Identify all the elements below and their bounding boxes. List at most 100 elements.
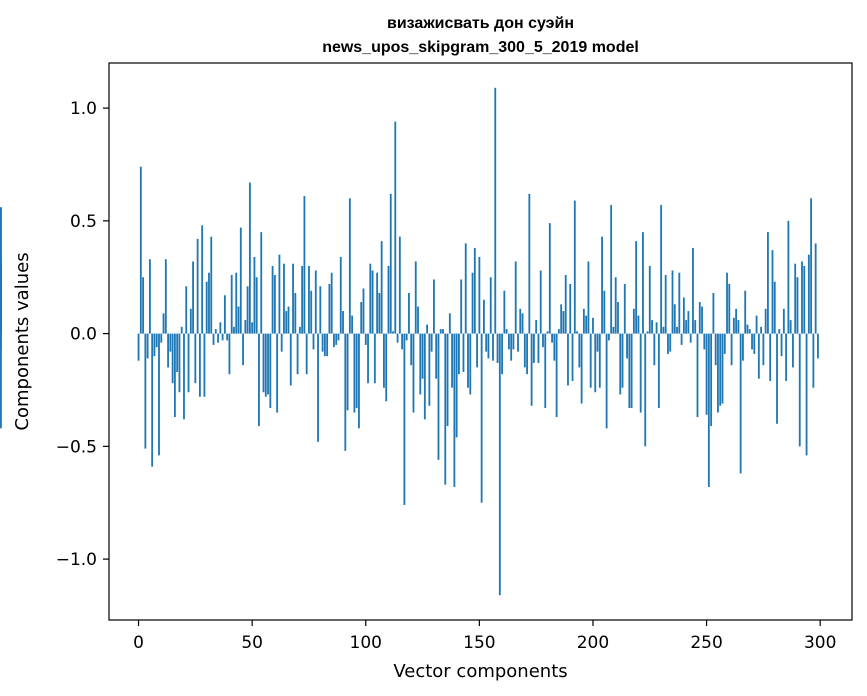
bar: [807, 254, 810, 334]
bar: [689, 333, 692, 343]
bar: [635, 241, 638, 334]
bar: [239, 227, 242, 334]
bar: [273, 274, 276, 334]
bar: [285, 311, 288, 334]
bar: [578, 333, 581, 368]
bar: [737, 320, 740, 334]
bar: [607, 333, 610, 341]
x-axis-label: Vector components: [393, 661, 567, 682]
bar: [328, 284, 331, 334]
y-tick-label: 0.0: [70, 325, 97, 345]
bar: [353, 333, 356, 413]
bar: [437, 333, 440, 460]
bar: [146, 333, 149, 359]
bar: [364, 333, 367, 345]
bar: [548, 223, 551, 334]
bar: [771, 250, 774, 334]
bar: [546, 331, 549, 334]
bar: [196, 238, 199, 334]
bar: [183, 333, 185, 420]
bar: [667, 333, 669, 354]
bar: [510, 333, 513, 361]
bar: [362, 288, 365, 334]
bar: [330, 272, 333, 334]
bar: [523, 333, 526, 368]
bar: [721, 333, 724, 404]
bar: [471, 272, 474, 334]
bar: [148, 259, 151, 334]
bar: [189, 308, 192, 334]
bar: [303, 196, 306, 334]
bar: [398, 236, 401, 334]
bar: [169, 333, 172, 352]
bar: [194, 333, 197, 384]
bar: [237, 306, 240, 334]
bar: [301, 265, 304, 334]
bar: [435, 333, 438, 379]
bar: [383, 333, 385, 388]
bar: [205, 281, 208, 334]
bar: [657, 333, 660, 409]
y-tick-label: −1.0: [56, 550, 97, 570]
bar: [717, 333, 719, 413]
bar: [773, 281, 776, 334]
bar: [433, 279, 435, 334]
bar: [473, 247, 476, 334]
bar: [271, 265, 274, 334]
bar: [623, 284, 626, 334]
bar: [701, 306, 703, 334]
bar: [467, 333, 469, 388]
chart-title: визажисвать дон суэйн: [387, 15, 574, 32]
bar: [555, 333, 558, 418]
bar: [542, 333, 544, 348]
bar: [528, 193, 531, 334]
bar: [680, 333, 683, 345]
bar: [614, 277, 617, 334]
bar: [639, 333, 642, 413]
bar: [728, 284, 731, 334]
bar: [378, 293, 381, 334]
bar: [171, 333, 174, 384]
bar: [742, 333, 744, 361]
bar: [248, 182, 251, 334]
bar: [567, 333, 569, 386]
bar: [814, 243, 817, 334]
bar: [753, 333, 756, 354]
bar: [769, 333, 772, 381]
bar: [421, 333, 424, 379]
x-tick-label: 0: [133, 633, 144, 653]
bar: [787, 220, 790, 334]
bar: [480, 333, 483, 503]
bar: [605, 333, 608, 429]
bar: [653, 333, 656, 366]
bar: [335, 333, 338, 345]
bar: [632, 308, 635, 334]
bar: [208, 272, 210, 334]
bar: [569, 284, 572, 334]
bar: [803, 265, 806, 334]
bar: [476, 333, 478, 368]
bar: [339, 256, 342, 334]
bar: [178, 333, 181, 393]
bar: [185, 286, 188, 334]
bar: [812, 333, 815, 388]
bar: [262, 333, 265, 393]
bar: [351, 315, 354, 334]
bar: [228, 333, 231, 375]
bar: [487, 333, 490, 359]
bar: [507, 333, 510, 350]
bar: [780, 333, 783, 357]
bar: [714, 333, 717, 366]
bar: [707, 333, 710, 487]
bar: [712, 293, 715, 334]
bar: [585, 315, 588, 334]
bar: [403, 333, 406, 505]
bar: [644, 333, 647, 447]
bar: [755, 315, 758, 334]
bar: [360, 302, 363, 334]
bar: [417, 306, 419, 334]
bar: [385, 333, 388, 402]
bar: [662, 326, 665, 334]
bar: [601, 236, 603, 334]
bar: [687, 311, 690, 334]
